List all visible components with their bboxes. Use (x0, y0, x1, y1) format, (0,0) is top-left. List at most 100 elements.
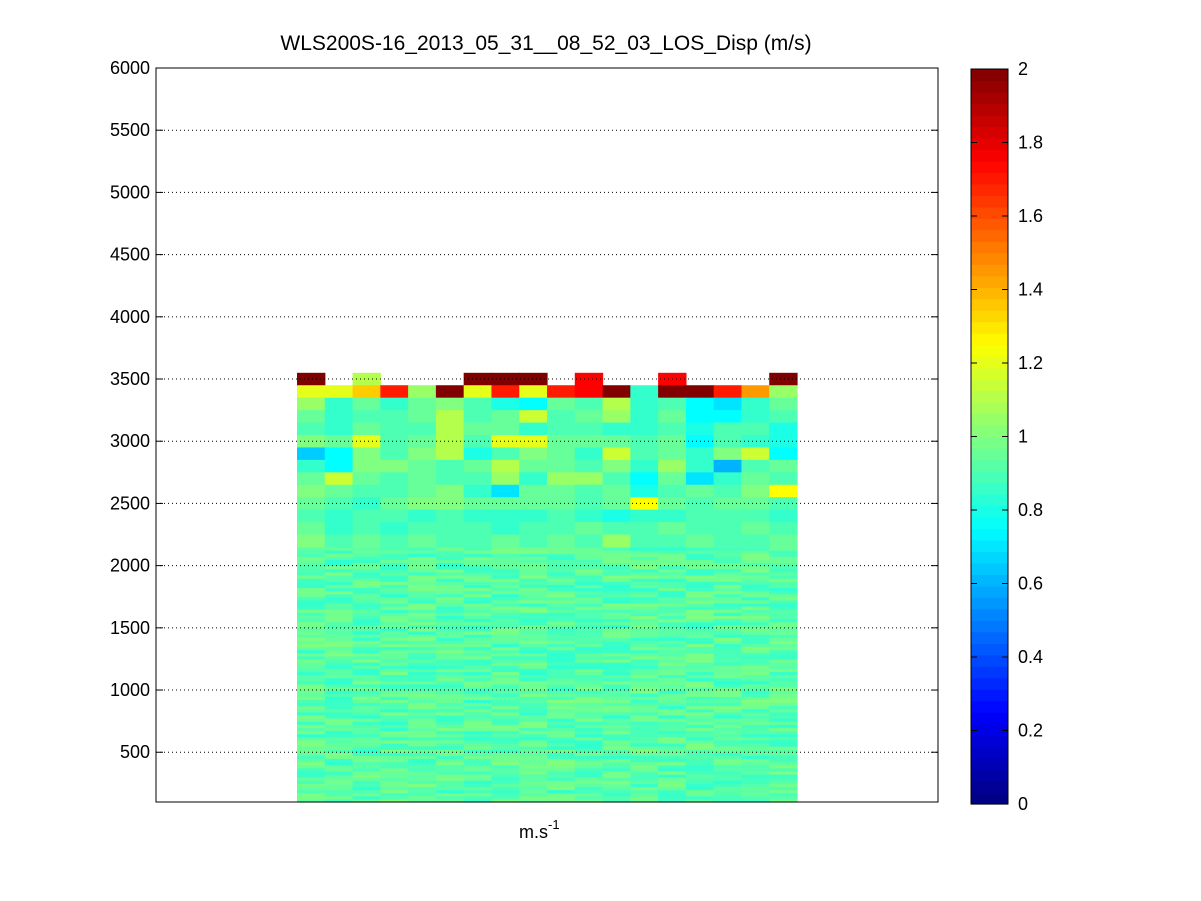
heatmap-cell (352, 497, 381, 511)
heatmap-cell (547, 649, 576, 654)
heatmap-cell (380, 724, 409, 728)
heatmap-cell (547, 634, 576, 638)
heatmap-cell (547, 677, 576, 682)
heatmap-cell (519, 621, 548, 626)
heatmap-cell (574, 630, 604, 635)
heatmap-cell (519, 509, 548, 523)
heatmap-cell (463, 764, 493, 769)
heatmap-cell (435, 581, 465, 585)
heatmap-cell (435, 721, 465, 725)
heatmap-cell (324, 677, 354, 682)
heatmap-cell (380, 739, 409, 744)
heatmap-cell (685, 764, 715, 769)
y-tick-label: 1500 (110, 618, 150, 638)
heatmap-cell (491, 690, 520, 694)
heatmap-cell (435, 733, 465, 738)
heatmap-cell (574, 761, 604, 766)
colorbar-swatch (971, 735, 1008, 748)
heatmap-cell (630, 649, 659, 654)
heatmap-cell (602, 721, 631, 725)
heatmap-cell (408, 714, 437, 719)
heatmap-cell (741, 795, 770, 800)
heatmap-cell (491, 758, 520, 763)
heatmap-cell (352, 758, 381, 763)
y-axis-ticks: 5001000150020002500300035004000450050005… (110, 58, 938, 762)
heatmap-cell (602, 593, 631, 598)
heatmap-cell (630, 742, 659, 747)
heatmap-cell (491, 767, 520, 772)
heatmap-cell (519, 484, 548, 498)
heatmap-cell (685, 637, 715, 641)
heatmap-cell (547, 546, 576, 551)
heatmap-cell (547, 733, 576, 738)
heatmap-cell (769, 780, 798, 784)
heatmap-cell (380, 522, 409, 536)
heatmap-cell (713, 758, 743, 763)
heatmap-cell (463, 668, 493, 672)
heatmap-cell (324, 764, 354, 769)
heatmap-cell (630, 562, 659, 567)
heatmap-cell (713, 730, 743, 735)
heatmap-cell (491, 556, 520, 561)
heatmap-cell (380, 593, 409, 598)
heatmap-cell (602, 599, 631, 604)
heatmap-cell (324, 584, 354, 588)
heatmap-cell (685, 422, 715, 436)
heatmap-cell (435, 637, 465, 641)
heatmap-cell (380, 727, 409, 732)
colorbar-swatch (971, 333, 1008, 346)
heatmap-cell (769, 459, 798, 473)
heatmap-cell (769, 556, 798, 561)
heatmap-cell (769, 758, 798, 763)
heatmap-cell (435, 630, 465, 635)
heatmap-cell (352, 764, 381, 769)
heatmap-cell (741, 733, 770, 738)
heatmap-cell (324, 410, 354, 424)
heatmap-cell (408, 746, 437, 750)
heatmap-cell (408, 590, 437, 595)
heatmap-cell (324, 749, 354, 753)
heatmap-cell (741, 786, 770, 791)
colorbar-swatch (971, 298, 1008, 311)
heatmap-cell (630, 522, 659, 536)
heatmap-cell (324, 724, 354, 728)
heatmap-cell (741, 565, 770, 570)
heatmap-cell (324, 649, 354, 654)
heatmap-cell (547, 612, 576, 616)
heatmap-cell (547, 690, 576, 694)
heatmap-cell (408, 534, 437, 548)
heatmap-cell (658, 683, 687, 688)
x-axis-label-base: m.s (519, 822, 548, 842)
heatmap-cell (435, 758, 465, 763)
heatmap-cell (324, 767, 354, 772)
heatmap-cell (658, 522, 687, 536)
heatmap-cells (297, 372, 798, 803)
heatmap-cell (741, 739, 770, 744)
heatmap-cell (380, 780, 409, 784)
heatmap-cell (519, 646, 548, 651)
heatmap-cell (741, 758, 770, 763)
heatmap-cell (380, 621, 409, 626)
heatmap-cell (658, 568, 687, 573)
heatmap-cell (769, 668, 798, 672)
heatmap-cell (352, 578, 381, 582)
heatmap-cell (463, 385, 493, 399)
heatmap-cell (602, 652, 631, 657)
heatmap-cell (630, 581, 659, 585)
heatmap-cell (547, 643, 576, 648)
heatmap-cell (352, 630, 381, 635)
heatmap-cell (408, 578, 437, 582)
heatmap-cell (463, 578, 493, 582)
heatmap-cell (519, 686, 548, 691)
heatmap-cell (297, 422, 326, 436)
heatmap-cell (574, 739, 604, 744)
heatmap-cell (491, 643, 520, 648)
heatmap-cell (574, 397, 604, 411)
heatmap-cell (463, 624, 493, 629)
heatmap-cell (741, 724, 770, 728)
heatmap-cell (297, 447, 326, 461)
heatmap-cell (352, 606, 381, 610)
heatmap-cell (408, 385, 437, 399)
heatmap-cell (547, 590, 576, 595)
heatmap-cell (630, 640, 659, 644)
